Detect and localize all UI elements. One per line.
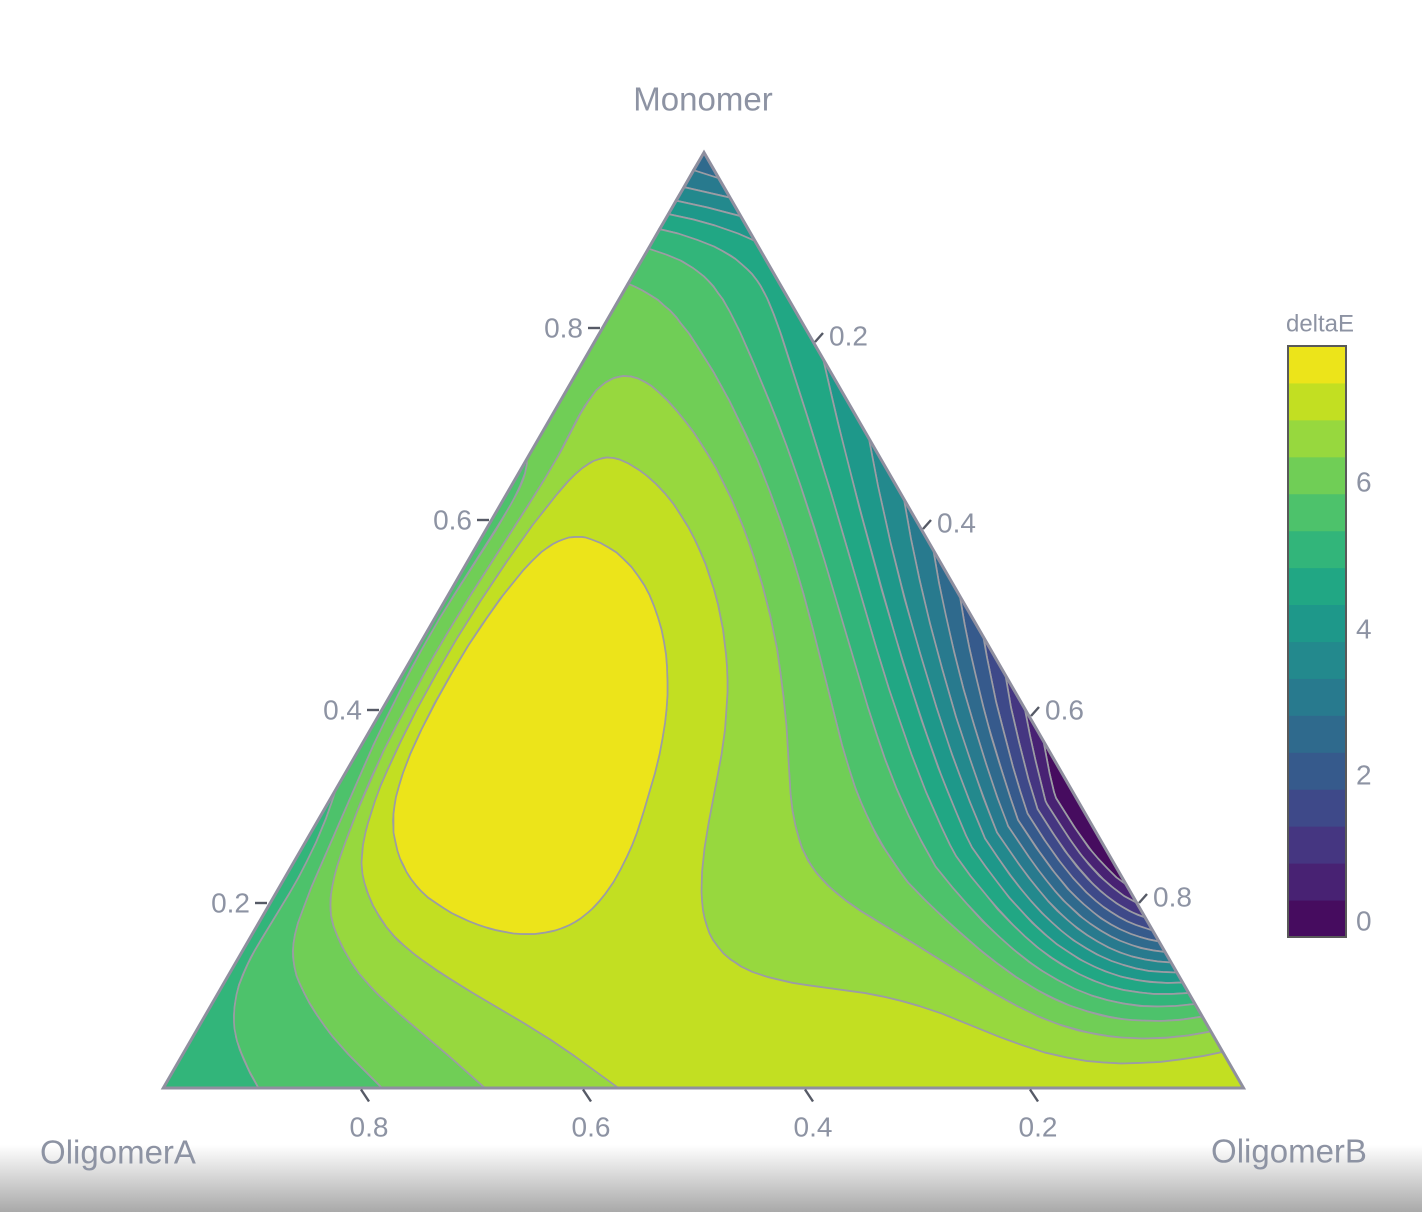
svg-text:0.4: 0.4 [323,695,362,726]
svg-text:0.4: 0.4 [794,1112,833,1143]
svg-text:0.6: 0.6 [572,1112,611,1143]
svg-text:6: 6 [1356,467,1372,498]
svg-text:0.4: 0.4 [937,508,976,539]
svg-text:0.6: 0.6 [433,505,472,536]
svg-text:0.8: 0.8 [1153,882,1192,913]
svg-text:2: 2 [1356,760,1372,791]
svg-text:4: 4 [1356,614,1372,645]
svg-text:0.8: 0.8 [544,313,583,344]
svg-text:0.2: 0.2 [1019,1112,1058,1143]
svg-text:0.2: 0.2 [211,888,250,919]
svg-text:OligomerB: OligomerB [1211,1133,1367,1170]
svg-text:0.6: 0.6 [1045,695,1084,726]
svg-text:0.8: 0.8 [350,1112,389,1143]
svg-text:0: 0 [1356,906,1372,937]
svg-text:deltaE: deltaE [1286,311,1354,338]
svg-text:OligomerA: OligomerA [40,1134,196,1171]
svg-text:Monomer: Monomer [633,81,772,118]
svg-text:0.2: 0.2 [829,321,868,352]
